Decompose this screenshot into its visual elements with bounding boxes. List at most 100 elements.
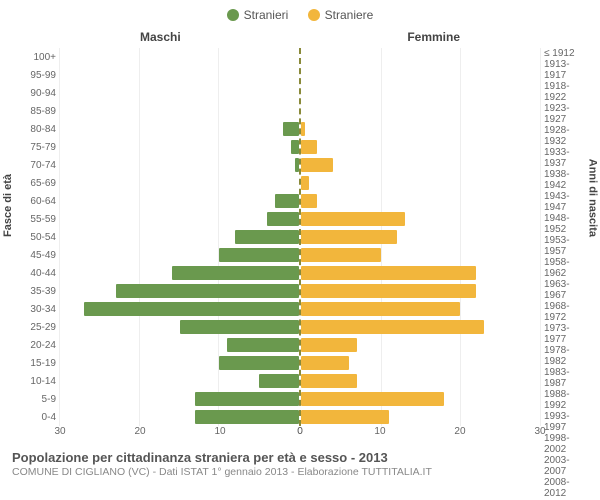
bar-row-male (60, 390, 299, 408)
bar-male (219, 356, 299, 370)
y-tick-birth: 1948-1952 (544, 213, 590, 235)
bar-male (172, 266, 299, 280)
y-tick-age: 45-49 (10, 246, 56, 264)
bar-female (301, 248, 381, 262)
y-tick-age: 40-44 (10, 264, 56, 282)
y-tick-age: 10-14 (10, 372, 56, 390)
y-axis-label-right: Anni di nascita (586, 159, 598, 237)
y-tick-age: 25-29 (10, 318, 56, 336)
chart-container: Stranieri Straniere Maschi Femmine Fasce… (0, 0, 600, 500)
y-tick-birth: 2003-2007 (544, 455, 590, 477)
y-tick-birth: 1953-1957 (544, 235, 590, 257)
bar-male (195, 410, 299, 424)
y-tick-birth: 1958-1962 (544, 257, 590, 279)
bar-row-female (301, 336, 540, 354)
bar-row-male (60, 84, 299, 102)
bar-female (301, 320, 484, 334)
bar-female (301, 176, 309, 190)
bar-female (301, 302, 460, 316)
bar-row-female (301, 102, 540, 120)
bar-row-female (301, 390, 540, 408)
y-tick-birth: 1983-1987 (544, 367, 590, 389)
x-tick: 20 (454, 426, 465, 437)
bar-male (227, 338, 299, 352)
bar-row-male (60, 48, 299, 66)
bar-row-male (60, 408, 299, 426)
bar-row-female (301, 138, 540, 156)
y-tick-age: 80-84 (10, 120, 56, 138)
y-tick-birth: 1993-1997 (544, 411, 590, 433)
x-axis-right: 0102030 (300, 426, 540, 444)
bar-male (267, 212, 299, 226)
y-tick-age: 75-79 (10, 138, 56, 156)
legend-swatch-female (308, 9, 320, 21)
x-tick: 10 (374, 426, 385, 437)
plot-area: Fasce di età Anni di nascita 100+95-9990… (10, 48, 590, 426)
y-tick-age: 65-69 (10, 174, 56, 192)
bar-male (259, 374, 299, 388)
bar-row-female (301, 318, 540, 336)
y-tick-birth: 1933-1937 (544, 147, 590, 169)
x-axis: 3020100 0102030 (60, 426, 540, 444)
y-ticks-age: 100+95-9990-9485-8980-8475-7970-7465-696… (10, 48, 60, 426)
y-tick-age: 5-9 (10, 390, 56, 408)
bar-row-female (301, 264, 540, 282)
bar-row-male (60, 318, 299, 336)
y-tick-birth: 2008-2012 (544, 477, 590, 499)
y-ticks-birth: ≤ 19121913-19171918-19221923-19271928-19… (540, 48, 590, 426)
bar-row-female (301, 120, 540, 138)
bar-female (301, 374, 357, 388)
bar-male (195, 392, 299, 406)
y-tick-birth: 1973-1977 (544, 323, 590, 345)
x-tick: 0 (297, 426, 303, 437)
bar-row-male (60, 66, 299, 84)
bar-row-male (60, 264, 299, 282)
bar-female (301, 158, 333, 172)
y-tick-age: 50-54 (10, 228, 56, 246)
bar-male (219, 248, 299, 262)
y-axis-label-left: Fasce di età (2, 174, 14, 237)
y-tick-birth: 1943-1947 (544, 191, 590, 213)
bar-female (301, 356, 349, 370)
y-tick-birth: 1923-1927 (544, 103, 590, 125)
y-tick-birth: 1978-1982 (544, 345, 590, 367)
x-axis-left: 3020100 (60, 426, 300, 444)
bar-row-female (301, 192, 540, 210)
bar-male (180, 320, 300, 334)
x-tick: 20 (134, 426, 145, 437)
bar-row-female (301, 174, 540, 192)
bar-female (301, 338, 357, 352)
y-tick-age: 35-39 (10, 282, 56, 300)
y-tick-age: 30-34 (10, 300, 56, 318)
y-tick-age: 20-24 (10, 336, 56, 354)
y-tick-age: 100+ (10, 48, 56, 66)
bar-female (301, 284, 476, 298)
column-title-male: Maschi (140, 30, 181, 44)
bar-row-female (301, 372, 540, 390)
y-tick-birth: 1938-1942 (544, 169, 590, 191)
y-tick-birth: 1998-2002 (544, 433, 590, 455)
bar-row-female (301, 408, 540, 426)
chart-subtitle: COMUNE DI CIGLIANO (VC) - Dati ISTAT 1° … (12, 466, 588, 478)
bars-male (60, 48, 301, 426)
legend-item-female: Straniere (308, 8, 374, 22)
bar-row-male (60, 156, 299, 174)
bar-row-female (301, 66, 540, 84)
y-tick-age: 85-89 (10, 102, 56, 120)
y-tick-birth: 1928-1932 (544, 125, 590, 147)
y-tick-age: 60-64 (10, 192, 56, 210)
bar-male (116, 284, 299, 298)
y-tick-birth: 1918-1922 (544, 81, 590, 103)
y-tick-age: 55-59 (10, 210, 56, 228)
y-tick-birth: 1913-1917 (544, 59, 590, 81)
bar-row-male (60, 336, 299, 354)
bar-row-male (60, 372, 299, 390)
bar-male (283, 122, 299, 136)
bar-row-male (60, 102, 299, 120)
bar-row-male (60, 282, 299, 300)
legend-swatch-male (227, 9, 239, 21)
y-tick-birth: 1968-1972 (544, 301, 590, 323)
y-tick-birth: ≤ 1912 (544, 48, 590, 59)
bar-row-female (301, 228, 540, 246)
bar-row-female (301, 300, 540, 318)
